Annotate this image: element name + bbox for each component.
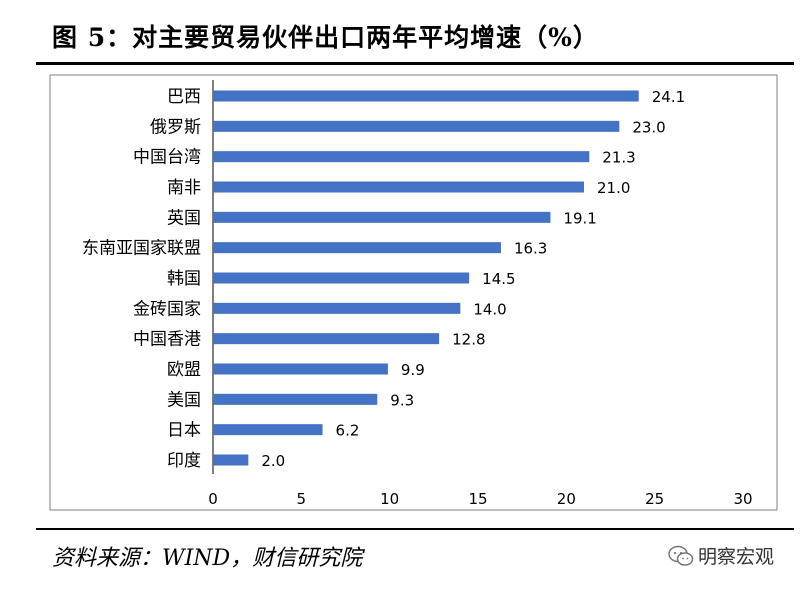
bar bbox=[213, 242, 501, 254]
bar bbox=[213, 120, 620, 132]
category-label: 日本 bbox=[167, 421, 201, 441]
category-label: 东南亚国家联盟 bbox=[82, 239, 201, 259]
data-label: 2.0 bbox=[261, 452, 285, 470]
bar bbox=[213, 211, 551, 223]
category-label: 南非 bbox=[167, 178, 201, 198]
data-label: 14.0 bbox=[473, 300, 506, 318]
bar bbox=[213, 393, 378, 405]
bar bbox=[213, 151, 590, 163]
x-tick-label: 30 bbox=[733, 490, 752, 508]
data-label: 12.8 bbox=[452, 331, 485, 349]
category-label: 印度 bbox=[167, 451, 201, 471]
source-note: 资料来源：WIND，财信研究院 bbox=[52, 546, 363, 571]
plot-frame bbox=[49, 74, 778, 511]
data-label: 21.3 bbox=[602, 149, 635, 167]
bar bbox=[213, 363, 388, 375]
bar bbox=[213, 181, 584, 193]
watermark-text: 明察宏观 bbox=[698, 546, 775, 568]
x-tick-label: 5 bbox=[297, 490, 307, 508]
bar bbox=[213, 454, 249, 466]
wechat-icon bbox=[668, 545, 694, 566]
data-label: 23.0 bbox=[632, 118, 665, 136]
category-label: 金砖国家 bbox=[133, 299, 201, 319]
bar bbox=[213, 302, 461, 314]
category-label: 英国 bbox=[167, 208, 201, 228]
data-label: 16.3 bbox=[514, 240, 547, 258]
x-tick-label: 10 bbox=[380, 490, 399, 508]
category-label: 欧盟 bbox=[167, 360, 201, 380]
bar bbox=[213, 424, 323, 436]
x-tick-label: 0 bbox=[208, 490, 218, 508]
category-label: 巴西 bbox=[167, 87, 201, 107]
data-label: 6.2 bbox=[336, 422, 360, 440]
x-tick-label: 20 bbox=[557, 490, 576, 508]
data-label: 24.1 bbox=[652, 88, 685, 106]
data-label: 14.5 bbox=[482, 270, 515, 288]
data-label: 9.3 bbox=[390, 391, 414, 409]
watermark: 明察宏观 bbox=[668, 542, 774, 569]
bottom-rule bbox=[36, 528, 794, 530]
data-label: 21.0 bbox=[597, 179, 630, 197]
data-label: 9.9 bbox=[401, 361, 425, 379]
category-label: 俄罗斯 bbox=[150, 117, 201, 137]
top-rule bbox=[36, 62, 794, 65]
bar bbox=[213, 272, 470, 284]
category-label: 中国香港 bbox=[133, 330, 201, 350]
bar bbox=[213, 90, 639, 102]
x-tick-label: 25 bbox=[645, 490, 664, 508]
data-label: 19.1 bbox=[563, 209, 596, 227]
category-label: 美国 bbox=[167, 390, 201, 410]
category-label: 韩国 bbox=[167, 269, 201, 289]
x-tick-label: 15 bbox=[468, 490, 487, 508]
category-label: 中国台湾 bbox=[133, 148, 201, 168]
bar bbox=[213, 333, 440, 345]
figure-title: 图 5：对主要贸易伙伴出口两年平均增速（%） bbox=[52, 23, 599, 52]
